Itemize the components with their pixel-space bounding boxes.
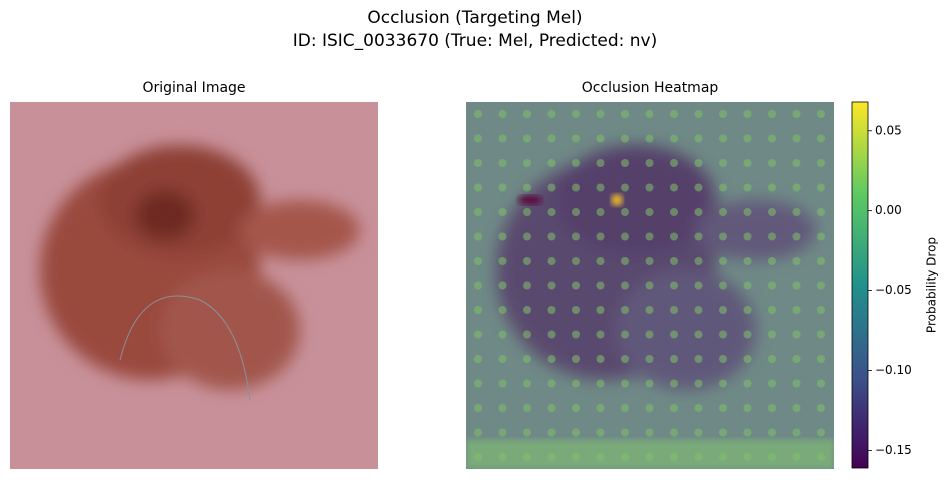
tick-label: −0.10	[875, 363, 912, 377]
panel-title: Occlusion Heatmap	[582, 80, 719, 96]
panel-title: Original Image	[142, 80, 245, 96]
title-line: ID: ISIC_0033670 (True: Mel, Predicted: …	[293, 31, 657, 51]
tick-label: −0.15	[875, 443, 912, 457]
heatmap-image	[466, 102, 834, 469]
title-line: Occlusion (Targeting Mel)	[367, 8, 582, 28]
original-image	[10, 102, 378, 469]
tick-label: 0.05	[875, 123, 902, 137]
tick-label: −0.05	[875, 283, 912, 297]
tick-label: 0.00	[875, 203, 902, 217]
colorbar: Probability Drop	[851, 101, 939, 469]
colorbar-label: Probability Drop	[925, 237, 939, 333]
colorbar-gradient	[851, 101, 869, 469]
